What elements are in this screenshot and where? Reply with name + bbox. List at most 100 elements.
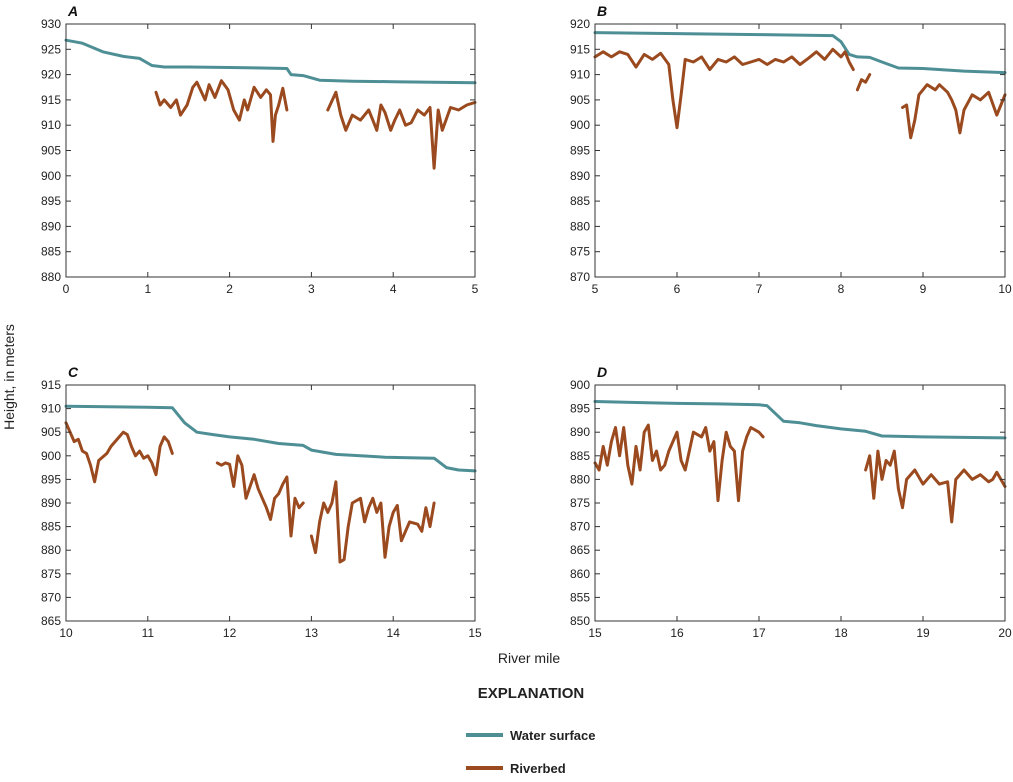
x-tick-label-a-2: 2 bbox=[226, 282, 233, 296]
x-tick-label-d-18: 18 bbox=[834, 626, 848, 640]
panel-c: 10 11 12 13 14 15 865 870 875 880 885 890 895 900 905 9… bbox=[41, 364, 482, 640]
series-water-surface-d-seg-1 bbox=[593, 400, 1007, 440]
y-tick-label-a-915: 915 bbox=[41, 93, 61, 107]
panel-letter-c: C bbox=[68, 364, 79, 380]
panel-letter-b: B bbox=[597, 3, 607, 19]
y-tick-label-b-915: 915 bbox=[570, 42, 590, 56]
series-riverbed-b-seg-3 bbox=[901, 83, 1007, 140]
y-tick-label-c-890: 890 bbox=[41, 496, 61, 510]
x-tick-label-b-5: 5 bbox=[592, 282, 599, 296]
y-tick-label-b-905: 905 bbox=[570, 93, 590, 107]
y-tick-label-b-880: 880 bbox=[570, 219, 590, 233]
y-tick-label-d-885: 885 bbox=[570, 449, 590, 463]
series-water-surface-a-seg-1 bbox=[64, 38, 477, 85]
x-tick-label-b-9: 9 bbox=[920, 282, 927, 296]
panels: 0 1 2 3 4 5880885890895900905910915920925930A… bbox=[41, 3, 1012, 640]
plot-frame-c bbox=[65, 384, 476, 622]
y-tick-label-b-900: 900 bbox=[570, 118, 590, 132]
x-axis-title: River mile bbox=[498, 650, 560, 666]
legend-label-riverbed: Riverbed bbox=[510, 761, 566, 776]
y-tick-label-d-855: 855 bbox=[570, 590, 590, 604]
series-riverbed-a-seg-2 bbox=[326, 90, 477, 170]
x-tick-label-c-13: 13 bbox=[305, 626, 319, 640]
y-tick-label-b-875: 875 bbox=[570, 245, 590, 259]
y-tick-label-c-895: 895 bbox=[41, 472, 61, 486]
x-tick-label-d-19: 19 bbox=[916, 626, 930, 640]
y-tick-label-b-870: 870 bbox=[570, 270, 590, 284]
series-riverbed-a-seg-1 bbox=[154, 79, 289, 143]
series-riverbed-d-seg-1 bbox=[593, 423, 765, 503]
x-tick-label-a-3: 3 bbox=[308, 282, 315, 296]
x-tick-label-b-10: 10 bbox=[998, 282, 1012, 296]
y-tick-label-d-860: 860 bbox=[570, 567, 590, 581]
y-tick-label-a-920: 920 bbox=[41, 68, 61, 82]
y-tick-label-a-910: 910 bbox=[41, 118, 61, 132]
panel-letter-d: D bbox=[597, 364, 607, 380]
x-tick-label-a-5: 5 bbox=[472, 282, 479, 296]
y-tick-label-c-905: 905 bbox=[41, 425, 61, 439]
x-tick-label-d-17: 17 bbox=[752, 626, 766, 640]
x-tick-label-a-1: 1 bbox=[144, 282, 151, 296]
y-tick-label-c-900: 900 bbox=[41, 449, 61, 463]
y-tick-label-d-875: 875 bbox=[570, 496, 590, 510]
y-tick-label-b-890: 890 bbox=[570, 169, 590, 183]
x-tick-label-a-0: 0 bbox=[63, 282, 70, 296]
series-water-surface-b-seg-1 bbox=[593, 31, 1007, 75]
y-tick-label-d-865: 865 bbox=[570, 543, 590, 557]
panel-letter-a: A bbox=[67, 3, 78, 19]
y-tick-label-a-885: 885 bbox=[41, 245, 61, 259]
y-tick-label-b-920: 920 bbox=[570, 17, 590, 31]
series-water-surface-c-seg-1 bbox=[64, 404, 477, 473]
y-tick-label-a-925: 925 bbox=[41, 42, 61, 56]
series-riverbed-c-seg-3 bbox=[309, 480, 436, 564]
x-tick-label-b-6: 6 bbox=[674, 282, 681, 296]
y-tick-label-c-885: 885 bbox=[41, 520, 61, 534]
x-tick-label-c-15: 15 bbox=[468, 626, 482, 640]
y-tick-label-a-930: 930 bbox=[41, 17, 61, 31]
y-axis-title: Height, in meters bbox=[1, 324, 17, 430]
y-tick-label-c-910: 910 bbox=[41, 402, 61, 416]
y-tick-label-d-890: 890 bbox=[570, 425, 590, 439]
y-tick-label-b-910: 910 bbox=[570, 68, 590, 82]
y-tick-label-a-890: 890 bbox=[41, 219, 61, 233]
y-tick-label-a-895: 895 bbox=[41, 194, 61, 208]
y-tick-label-d-880: 880 bbox=[570, 472, 590, 486]
y-tick-label-c-870: 870 bbox=[41, 590, 61, 604]
x-tick-label-c-10: 10 bbox=[59, 626, 73, 640]
plot-frame-d bbox=[594, 384, 1006, 622]
y-tick-label-b-885: 885 bbox=[570, 194, 590, 208]
series-riverbed-c-seg-2 bbox=[215, 454, 305, 538]
y-tick-label-a-880: 880 bbox=[41, 270, 61, 284]
plot-frame-a bbox=[65, 23, 476, 278]
y-tick-label-c-915: 915 bbox=[41, 378, 61, 392]
legend: EXPLANATION Water surface Riverbed bbox=[466, 685, 596, 776]
y-tick-label-a-905: 905 bbox=[41, 144, 61, 158]
x-tick-label-d-16: 16 bbox=[670, 626, 684, 640]
series-riverbed-c-seg-1 bbox=[64, 421, 174, 484]
x-tick-label-a-4: 4 bbox=[390, 282, 397, 296]
series-riverbed-d-seg-2 bbox=[864, 449, 1007, 524]
y-tick-label-c-880: 880 bbox=[41, 543, 61, 557]
y-tick-label-d-895: 895 bbox=[570, 402, 590, 416]
panel-b: 5 6 7 8 9 10870875880885890895900905910915920… bbox=[570, 3, 1012, 296]
panel-a: 0 1 2 3 4 5 880 885 890 895 900 905 910 915 920 925 930 A bbox=[41, 3, 479, 296]
series-riverbed-b-seg-1 bbox=[593, 47, 855, 130]
y-tick-label-c-865: 865 bbox=[41, 614, 61, 628]
plot-frame-b bbox=[594, 23, 1006, 278]
y-tick-label-d-870: 870 bbox=[570, 520, 590, 534]
x-tick-label-b-8: 8 bbox=[838, 282, 845, 296]
x-tick-label-c-11: 11 bbox=[142, 626, 155, 640]
x-tick-label-c-14: 14 bbox=[387, 626, 401, 640]
y-tick-label-c-875: 875 bbox=[41, 567, 61, 581]
x-tick-label-d-15: 15 bbox=[588, 626, 602, 640]
legend-label-water-surface: Water surface bbox=[510, 728, 596, 743]
x-tick-label-c-12: 12 bbox=[223, 626, 237, 640]
x-tick-label-b-7: 7 bbox=[756, 282, 763, 296]
y-tick-label-b-895: 895 bbox=[570, 144, 590, 158]
y-tick-label-d-900: 900 bbox=[570, 378, 590, 392]
y-tick-label-a-900: 900 bbox=[41, 169, 61, 183]
panel-d: 15 16 17 18 19 20 850 855 860 865 870 875 880 885 890 8… bbox=[570, 364, 1012, 640]
legend-title: EXPLANATION bbox=[478, 685, 584, 702]
series-riverbed-b-seg-2 bbox=[855, 73, 872, 92]
